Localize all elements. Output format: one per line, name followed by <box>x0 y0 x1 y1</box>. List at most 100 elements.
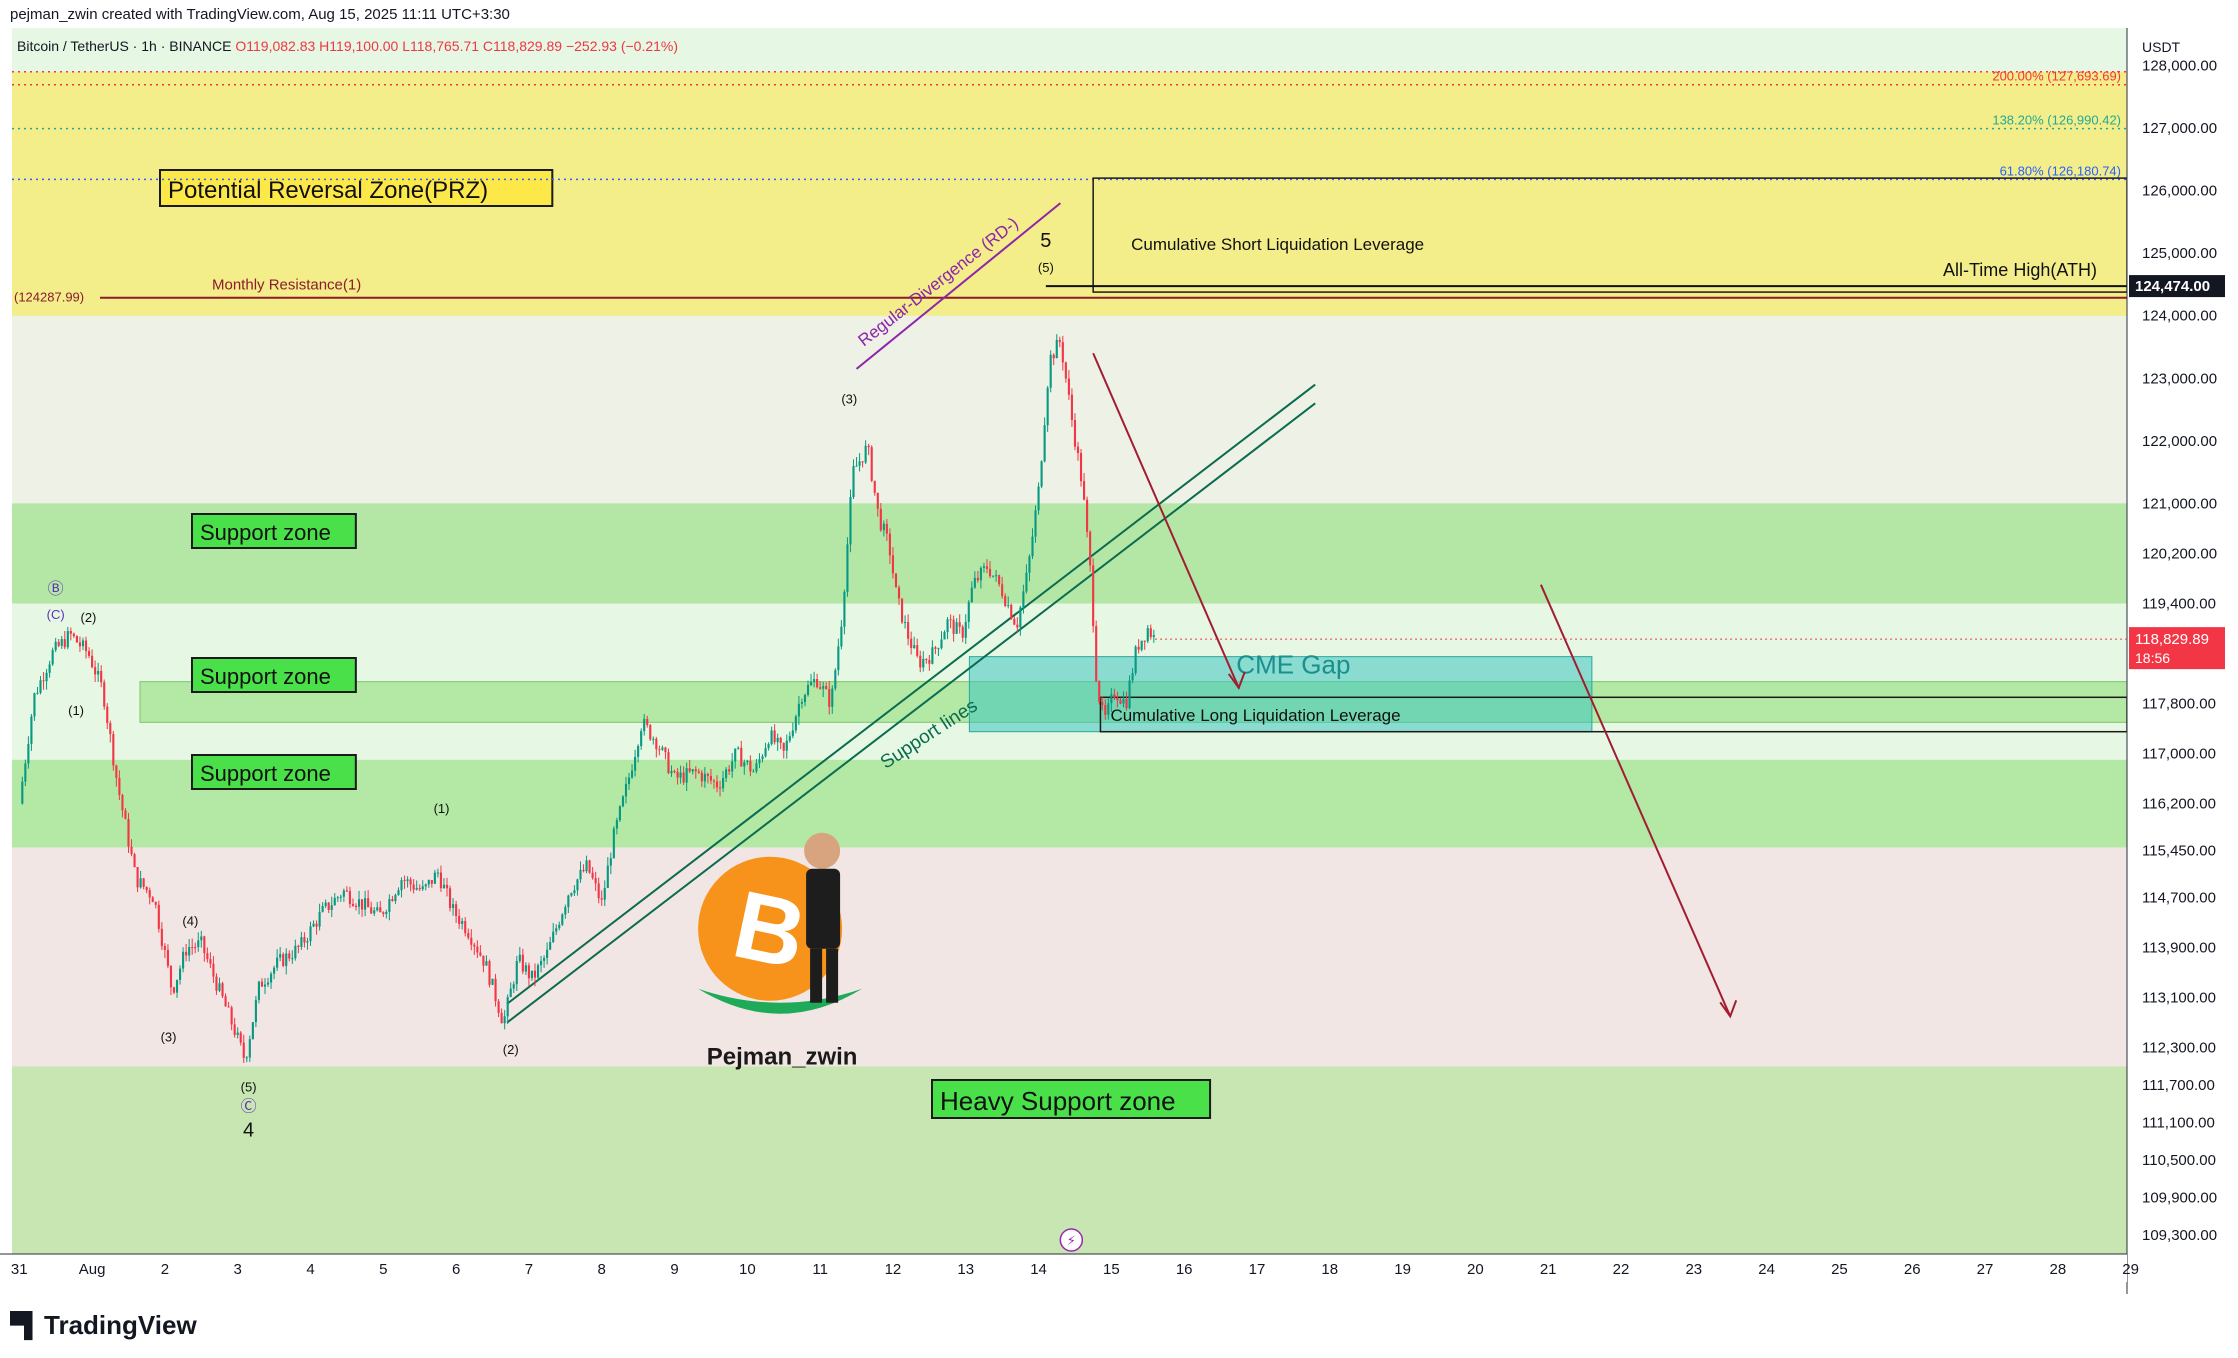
candle-body-59 <box>200 936 203 941</box>
candle-body-71 <box>236 1032 239 1035</box>
candle-body-274 <box>852 466 855 498</box>
candle-body-162 <box>512 984 515 989</box>
candle-body-182 <box>573 890 576 894</box>
last-price-tag <box>2129 627 2225 670</box>
candle-body-269 <box>837 646 840 671</box>
fib-label-2: 61.80% (126,180.74) <box>2000 163 2121 178</box>
candle-body-357 <box>1104 705 1107 715</box>
candle-body-179 <box>564 907 567 915</box>
candle-body-165 <box>521 954 524 972</box>
candle-body-92 <box>300 937 303 947</box>
fib-label-1: 138.20% (126,990.42) <box>1992 113 2121 128</box>
candle-body-305 <box>946 619 949 633</box>
candle-body-218 <box>682 772 685 783</box>
candle-body-27 <box>103 682 106 707</box>
price-chart[interactable]: Potential Reversal Zone(PRZ) Support zone… <box>0 28 2238 1328</box>
candle-body-266 <box>828 689 831 707</box>
candle-body-50 <box>172 987 176 993</box>
candle-body-307 <box>952 619 955 634</box>
x-tick-23: 23 <box>1685 1261 1702 1278</box>
candle-body-316 <box>979 567 982 581</box>
y-tick-22: 109,300.00 <box>2142 1227 2217 1244</box>
candle-body-304 <box>943 632 946 640</box>
candle-body-372 <box>1149 628 1152 638</box>
candle-body-9 <box>48 664 51 673</box>
candle-body-29 <box>109 723 112 735</box>
avatar-leg-left <box>810 948 823 1003</box>
candle-body-121 <box>388 899 391 912</box>
candle-body-51 <box>175 979 179 993</box>
candle-body-210 <box>658 749 661 751</box>
candle-body-371 <box>1146 628 1149 642</box>
candle-body-206 <box>646 718 649 726</box>
candle-body-17 <box>72 633 75 637</box>
candle-body-130 <box>415 888 418 890</box>
event-bolt-icon[interactable] <box>1059 1228 1084 1252</box>
candle-body-44 <box>154 902 157 905</box>
candle-body-20 <box>81 640 85 647</box>
candle-body-246 <box>767 744 770 749</box>
candle-body-145 <box>461 921 464 924</box>
candle-body-120 <box>385 911 388 915</box>
ath-axis-label: 124,474.00 <box>2135 278 2210 295</box>
ath-label: All-Time High(ATH) <box>1943 260 2097 280</box>
candle-body-291 <box>904 622 907 624</box>
candle-body-190 <box>597 883 600 899</box>
candle-body-209 <box>655 738 658 750</box>
candle-body-286 <box>888 533 891 556</box>
tradingview-logo[interactable]: ▀▌ TradingView <box>10 1310 197 1341</box>
zone-label-3: Support zone <box>200 761 331 786</box>
y-tick-15: 113,900.00 <box>2142 940 2216 957</box>
candle-body-320 <box>991 575 995 577</box>
candle-body-75 <box>248 1039 251 1058</box>
x-tick-26: 26 <box>1904 1261 1921 1278</box>
candle-body-7 <box>42 680 45 682</box>
support-trendline-upper <box>506 383 1316 1005</box>
candle-body-191 <box>600 898 603 900</box>
candle-body-144 <box>458 916 461 924</box>
candle-body-99 <box>321 905 324 912</box>
zone-support-3 <box>12 759 2127 848</box>
zone-label-box-4 <box>931 1079 1212 1119</box>
candle-body-315 <box>976 577 979 581</box>
candle-body-264 <box>822 686 825 689</box>
candle-body-65 <box>218 983 221 991</box>
x-tick-20: 20 <box>1467 1261 1484 1278</box>
candle-body-30 <box>112 734 115 766</box>
candle-body-176 <box>555 928 558 932</box>
candle-body-283 <box>879 508 882 531</box>
candle-body-158 <box>500 1012 503 1024</box>
x-tick-28: 28 <box>2049 1261 2066 1278</box>
candle-body-350 <box>1082 481 1086 500</box>
x-tick-15: 15 <box>1103 1261 1120 1278</box>
candle-body-302 <box>937 648 940 650</box>
candle-body-91 <box>297 945 300 947</box>
candle-body-355 <box>1098 681 1101 702</box>
candle-body-281 <box>873 480 876 493</box>
candle-body-353 <box>1092 565 1095 627</box>
candle-body-272 <box>846 544 849 592</box>
candle-body-253 <box>788 736 791 741</box>
candle-body-94 <box>306 941 309 943</box>
tradingview-brand: TradingView <box>44 1310 197 1340</box>
candle-body-45 <box>157 904 160 929</box>
candle-body-351 <box>1086 499 1089 532</box>
candle-body-19 <box>78 642 82 647</box>
candle-body-262 <box>816 679 819 688</box>
symbol-legend[interactable]: Bitcoin / TetherUS · 1h · BINANCE O119,0… <box>17 38 678 54</box>
candle-body-224 <box>700 772 703 782</box>
candle-body-194 <box>609 858 612 866</box>
candle-body-132 <box>421 886 424 890</box>
projection-arrow-1 <box>1092 352 1240 689</box>
candle-body-147 <box>467 933 470 938</box>
candle-body-135 <box>430 879 433 884</box>
candle-body-254 <box>791 730 794 737</box>
candle-body-231 <box>722 778 725 789</box>
candle-body-86 <box>282 954 285 966</box>
chart-credit: pejman_zwin created with TradingView.com… <box>10 6 510 23</box>
candle-body-217 <box>679 772 682 778</box>
candle-body-249 <box>776 737 779 743</box>
candle-body-285 <box>885 523 888 534</box>
candle-body-207 <box>649 725 652 740</box>
candle-body-185 <box>582 869 585 872</box>
